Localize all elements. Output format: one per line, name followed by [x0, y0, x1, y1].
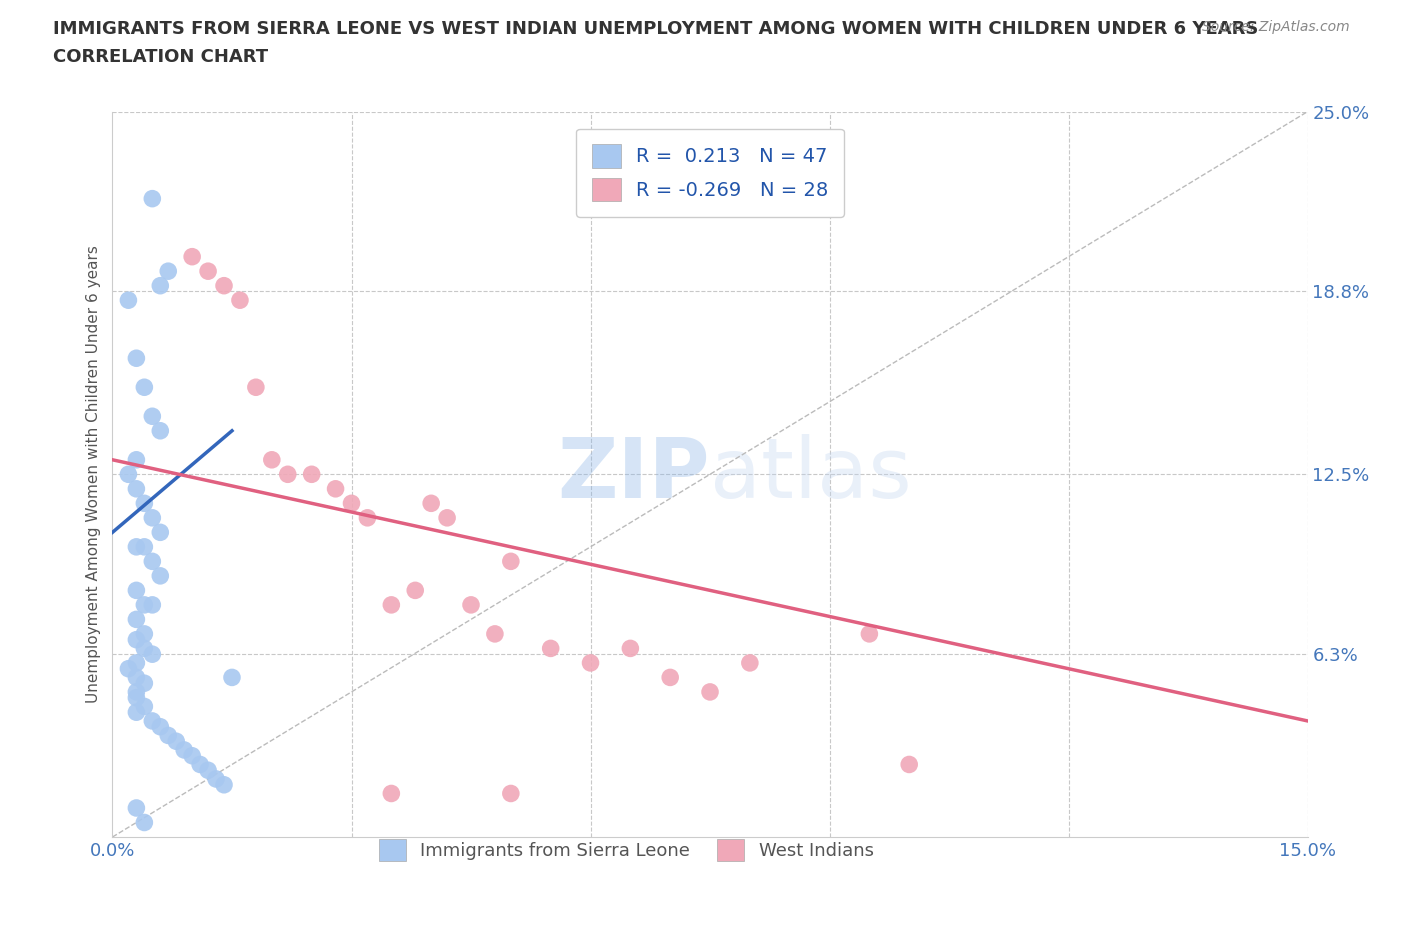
Point [499, 786, 522, 801]
Point [141, 409, 163, 424]
Point [301, 467, 323, 482]
Point [197, 763, 219, 777]
Text: Source: ZipAtlas.com: Source: ZipAtlas.com [1202, 20, 1350, 34]
Point [134, 496, 156, 511]
Point [260, 452, 283, 467]
Point [134, 597, 156, 612]
Point [125, 670, 148, 684]
Text: IMMIGRANTS FROM SIERRA LEONE VS WEST INDIAN UNEMPLOYMENT AMONG WOMEN WITH CHILDR: IMMIGRANTS FROM SIERRA LEONE VS WEST IND… [53, 20, 1258, 38]
Point [125, 539, 148, 554]
Point [699, 684, 721, 699]
Point [141, 192, 163, 206]
Point [277, 467, 299, 482]
Point [141, 511, 163, 525]
Point [738, 656, 761, 671]
Point [149, 719, 172, 734]
Point [898, 757, 921, 772]
Point [157, 728, 180, 743]
Point [579, 656, 602, 671]
Point [149, 568, 172, 583]
Point [212, 278, 235, 293]
Point [436, 511, 458, 525]
Point [380, 597, 402, 612]
Point [221, 670, 243, 684]
Point [149, 423, 172, 438]
Point [134, 627, 156, 642]
Point [117, 661, 139, 676]
Point [125, 482, 148, 497]
Point [165, 734, 187, 749]
Y-axis label: Unemployment Among Women with Children Under 6 years: Unemployment Among Women with Children U… [86, 246, 101, 703]
Point [134, 815, 156, 830]
Point [125, 632, 148, 647]
Point [141, 597, 163, 612]
Point [125, 452, 148, 467]
Point [149, 278, 172, 293]
Point [420, 496, 443, 511]
Point [125, 801, 148, 816]
Point [188, 757, 211, 772]
Point [125, 351, 148, 365]
Legend: Immigrants from Sierra Leone, West Indians: Immigrants from Sierra Leone, West India… [364, 824, 889, 875]
Point [125, 684, 148, 699]
Point [141, 646, 163, 661]
Point [325, 482, 347, 497]
Point [134, 676, 156, 691]
Point [149, 525, 172, 539]
Point [173, 742, 195, 757]
Point [659, 670, 682, 684]
Point [484, 627, 506, 642]
Point [205, 772, 228, 787]
Point [380, 786, 402, 801]
Point [117, 293, 139, 308]
Point [125, 705, 148, 720]
Point [460, 597, 482, 612]
Point [117, 467, 139, 482]
Point [181, 249, 204, 264]
Point [141, 554, 163, 569]
Text: atlas: atlas [710, 433, 911, 515]
Point [141, 713, 163, 728]
Point [540, 641, 562, 656]
Point [134, 699, 156, 714]
Point [340, 496, 363, 511]
Point [404, 583, 426, 598]
Point [229, 293, 252, 308]
Text: ZIP: ZIP [558, 433, 710, 515]
Point [499, 554, 522, 569]
Point [858, 627, 880, 642]
Point [134, 379, 156, 394]
Point [125, 690, 148, 705]
Point [212, 777, 235, 792]
Point [125, 612, 148, 627]
Point [125, 583, 148, 598]
Point [157, 264, 180, 279]
Point [619, 641, 641, 656]
Point [356, 511, 378, 525]
Point [197, 264, 219, 279]
Point [245, 379, 267, 394]
Point [134, 641, 156, 656]
Text: CORRELATION CHART: CORRELATION CHART [53, 48, 269, 66]
Point [125, 656, 148, 671]
Point [134, 539, 156, 554]
Point [181, 749, 204, 764]
